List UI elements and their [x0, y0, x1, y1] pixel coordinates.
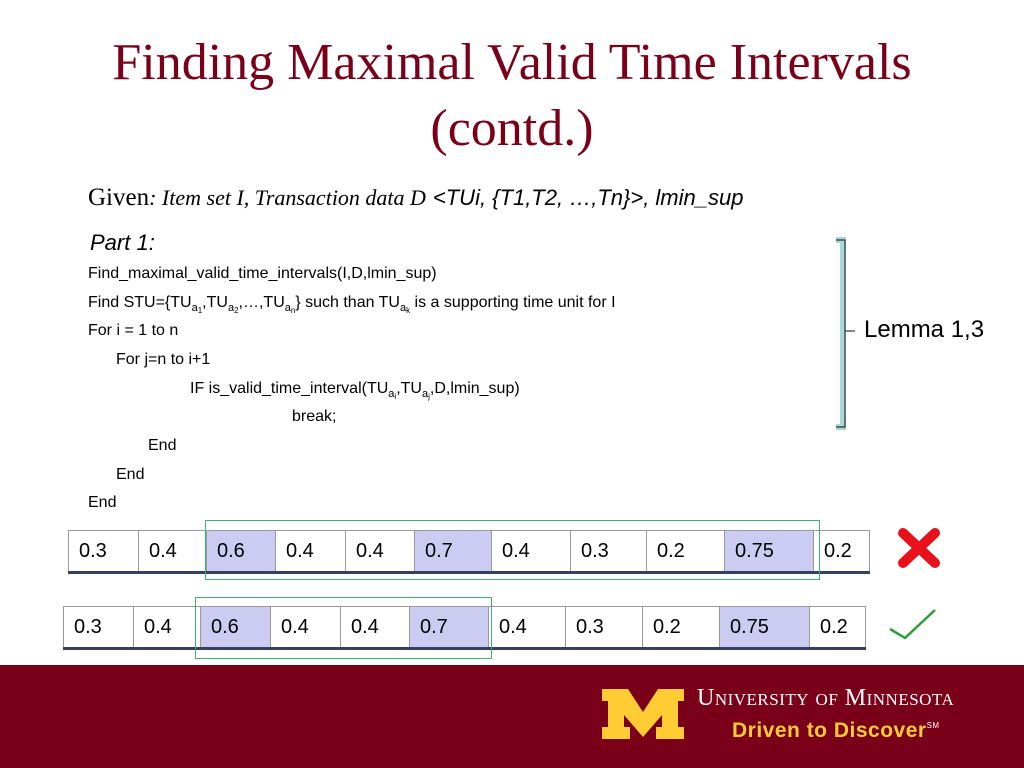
cell: 0.7 [409, 607, 488, 647]
code-line: For i = 1 to n [88, 322, 179, 339]
code-line: Find_maximal_valid_time_intervals(I,D,lm… [88, 265, 437, 282]
logo-m [602, 689, 684, 739]
cell: 0.4 [275, 531, 345, 571]
title: Finding Maximal Valid Time Intervals (co… [112, 34, 912, 157]
code-text: Find STU={TU [88, 294, 192, 311]
cell: 0.7 [414, 531, 491, 571]
subscript: a [399, 302, 407, 314]
service-mark: SM [926, 721, 940, 730]
lemma-label: Lemma 1,3 [864, 316, 985, 343]
subscript: 1 [197, 306, 203, 315]
given-text: : Item set I, Transaction data D [149, 185, 426, 210]
footer: University of Minnesota Driven to Discov… [0, 665, 1024, 768]
cell: 0.75 [719, 607, 809, 647]
code-text: ,…,TU [238, 294, 285, 311]
cell: 0.2 [813, 531, 870, 571]
cell: 0.4 [340, 607, 409, 647]
cross-icon [898, 528, 940, 568]
code-text: } such than TU [295, 294, 400, 311]
code-line: End [148, 437, 177, 454]
cell: 0.75 [724, 531, 813, 571]
cell: 0.6 [206, 531, 275, 571]
code-text: ,TU [202, 294, 228, 311]
cell: 0.3 [63, 607, 133, 647]
subscript: a1 [191, 302, 203, 315]
subscript: ak [399, 302, 411, 315]
subscript: a [227, 302, 235, 314]
table: 0.3 0.4 0.6 0.4 0.4 0.7 0.4 0.3 0.2 0.75… [68, 530, 870, 574]
cell: 0.3 [68, 531, 138, 571]
code-line: Find STU={TUa1,TUa2,…,TUan} such than TU… [88, 294, 616, 315]
brace-fill [836, 237, 846, 430]
cell: 0.2 [646, 531, 724, 571]
cell: 0.4 [133, 607, 200, 647]
cell: 0.4 [345, 531, 414, 571]
subscript: a [421, 388, 429, 400]
code-line: For j=n to i+1 [116, 351, 211, 368]
subscript: ai [388, 388, 397, 401]
code-line: IF is_valid_time_interval(TUai,TUaj,D,lm… [190, 380, 520, 401]
subscript: j [428, 392, 430, 401]
cell: 0.4 [491, 531, 570, 571]
tagline: Driven to DiscoverSM [732, 719, 940, 743]
subscript: a [284, 302, 291, 314]
university-name: University of Minnesota [697, 685, 955, 711]
cell: 0.3 [565, 607, 642, 647]
code-text: is a supporting time unit for I [410, 294, 616, 311]
check [889, 609, 936, 640]
code-text: ,TU [396, 380, 422, 397]
cell: 0.4 [270, 607, 340, 647]
given-params: <TUi, {T1,T2, …,Tn}>, lmin_sup [432, 185, 744, 210]
logo [602, 689, 684, 739]
cell: 0.4 [488, 607, 565, 647]
cell: 0.6 [200, 607, 270, 647]
code-line: End [88, 494, 117, 511]
subscript: 2 [234, 306, 239, 315]
brace-line [836, 239, 846, 428]
cell: 0.3 [570, 531, 646, 571]
brace [836, 237, 855, 430]
cross [898, 528, 940, 568]
highlight-box [195, 597, 492, 659]
subscript: n [290, 306, 296, 315]
given-label: Given [88, 184, 150, 211]
code-line: break; [292, 408, 337, 425]
code-text: IF is_valid_time_interval(TU [190, 380, 389, 397]
subscript: k [406, 306, 411, 315]
cell: 0.4 [138, 531, 206, 571]
given-line: Given: Item set I, Transaction data D <T… [88, 183, 743, 212]
code-line: End [116, 466, 145, 483]
table: 0.3 0.4 0.6 0.4 0.4 0.7 0.4 0.3 0.2 0.75… [63, 606, 866, 650]
subscript: i [394, 392, 397, 401]
subscript: an [284, 302, 296, 315]
highlight-box [205, 520, 820, 580]
code-text: ,D,lmin_sup) [429, 380, 520, 397]
subscript: a2 [227, 302, 239, 315]
subscript: aj [421, 388, 430, 401]
subscript: a [388, 388, 395, 400]
part-label: Part 1: [90, 230, 155, 255]
cell: 0.2 [809, 607, 866, 647]
cell: 0.2 [642, 607, 719, 647]
check-icon [889, 609, 936, 640]
tagline-text: Driven to Discover [732, 719, 927, 742]
subscript: a [191, 302, 198, 314]
